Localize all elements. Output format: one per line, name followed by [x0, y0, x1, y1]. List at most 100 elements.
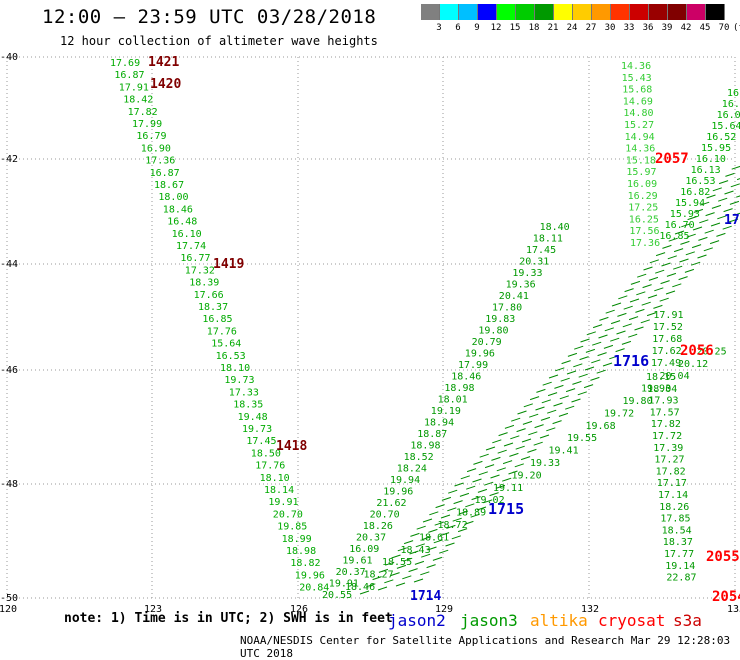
track-1420-value: 17.82 — [128, 107, 158, 118]
swath-tick — [725, 172, 735, 177]
swath-tick — [477, 488, 488, 493]
swath-tick — [528, 431, 538, 436]
swath-tick — [680, 240, 690, 245]
lat-label: -46 — [0, 365, 18, 376]
track-1714-value: 19.72 — [604, 408, 634, 419]
swath-tick — [515, 445, 525, 450]
swath-tick — [385, 561, 395, 566]
swath-tick — [533, 441, 543, 446]
scale-tick-label: 33 — [623, 23, 635, 33]
swath-tick — [655, 269, 665, 274]
map-note: note: 1) Time is in UTC; 2) SWH is in fe… — [64, 611, 393, 626]
swath-tick — [610, 337, 620, 342]
swath-tick — [377, 586, 388, 591]
scale-tick-label: 3 — [436, 23, 442, 33]
swath-tick — [558, 412, 569, 417]
pass-label: 1421 — [148, 55, 179, 70]
swath-tick — [665, 290, 676, 295]
track-1715-value: 20.70 — [370, 510, 400, 521]
track-1716-north-value: 17.52 — [653, 322, 683, 333]
track-1420-value: 17.33 — [229, 387, 259, 398]
scale-tick-label: 18 — [528, 23, 540, 33]
swath-tick — [529, 413, 539, 418]
swath-tick — [592, 324, 603, 329]
track-2057-value: 16.53 — [685, 176, 715, 187]
swath-tick — [390, 572, 400, 577]
pass-label: 1418 — [276, 439, 307, 454]
scale-tick-label: 27 — [585, 23, 597, 33]
track-1714-value: 19.33 — [530, 458, 560, 469]
swath-tick — [659, 297, 669, 302]
scale-tick-label: 45 — [699, 23, 711, 33]
swath-tick — [630, 280, 641, 285]
track-1420-value: 19.48 — [238, 412, 268, 423]
track-1420-value: 17.91 — [119, 82, 149, 93]
swath-tick — [611, 302, 622, 307]
track-1420-value: 18.37 — [198, 302, 228, 313]
scale-swatch — [478, 4, 497, 20]
swath-tick — [667, 255, 677, 260]
swath-tick — [586, 331, 596, 336]
swath-tick — [464, 520, 474, 525]
track-2057-value: 16.10 — [696, 154, 726, 165]
swath-tick — [421, 553, 431, 558]
track-2057-value: 16.52 — [706, 132, 736, 143]
swath-tick — [520, 456, 531, 461]
map-title: 12:00 – 23:59 UTC 03/28/2018 — [42, 6, 377, 28]
swath-tick — [439, 549, 449, 554]
track-1420-value: 18.10 — [220, 363, 250, 374]
swath-tick — [470, 513, 480, 518]
track-1715-value: 18.94 — [424, 418, 454, 429]
swath-tick — [542, 381, 552, 386]
track-1715-value: 19.61 — [342, 556, 372, 567]
swath-tick — [605, 309, 615, 314]
track-1420-value: 16.48 — [167, 217, 197, 228]
track-1717-value: 15.68 — [622, 85, 652, 96]
swath-tick — [396, 564, 407, 569]
scale-swatch — [687, 4, 706, 20]
swath-tick — [465, 503, 475, 508]
swath-tick — [435, 504, 445, 509]
swath-tick — [489, 492, 499, 497]
swath-tick — [635, 308, 645, 313]
swath-tick — [673, 248, 684, 253]
lon-label: 129 — [435, 604, 453, 615]
swath-tick — [731, 165, 740, 170]
swath-tick — [697, 254, 707, 259]
track-1716-value: 17.17 — [657, 478, 687, 489]
track-1715-value: 18.52 — [404, 452, 434, 463]
scale-swatch — [421, 4, 440, 20]
track-1714-value: 19.55 — [567, 433, 597, 444]
track-1717-value: 15.27 — [624, 120, 654, 131]
pass-label: 1420 — [150, 77, 181, 92]
track-1715-value: 18.98 — [444, 383, 474, 394]
swath-tick — [497, 449, 507, 454]
swath-tick — [609, 355, 619, 360]
pass-label: 2055 — [706, 549, 740, 565]
track-1716-north-value: 17.68 — [652, 334, 682, 345]
track-1717-value: 17.36 — [630, 238, 660, 249]
track-1715-value: 19.96 — [465, 349, 495, 360]
swath-tick — [647, 294, 658, 299]
swath-tick — [648, 276, 659, 281]
swath-tick — [496, 467, 506, 472]
track-1420-value: 19.73 — [242, 424, 272, 435]
swath-tick — [678, 276, 688, 281]
swath-tick — [541, 399, 551, 404]
pass-label: 1715 — [488, 500, 524, 518]
swath-tick — [472, 478, 482, 483]
track-1717-value: 16.29 — [628, 191, 658, 202]
swath-tick — [728, 218, 739, 223]
scale-swatch — [535, 4, 554, 20]
swath-tick — [724, 190, 734, 195]
swath-tick — [535, 406, 545, 411]
track-1715-value: 17.99 — [458, 360, 488, 371]
swath-tick — [636, 291, 646, 296]
track-1420-value: 17.36 — [145, 156, 175, 167]
swath-tick — [504, 424, 515, 429]
track-1714-value: 18.27 — [364, 570, 394, 581]
swath-tick — [451, 535, 461, 540]
track-1716-value: 17.72 — [652, 431, 682, 442]
swath-tick — [574, 345, 584, 350]
